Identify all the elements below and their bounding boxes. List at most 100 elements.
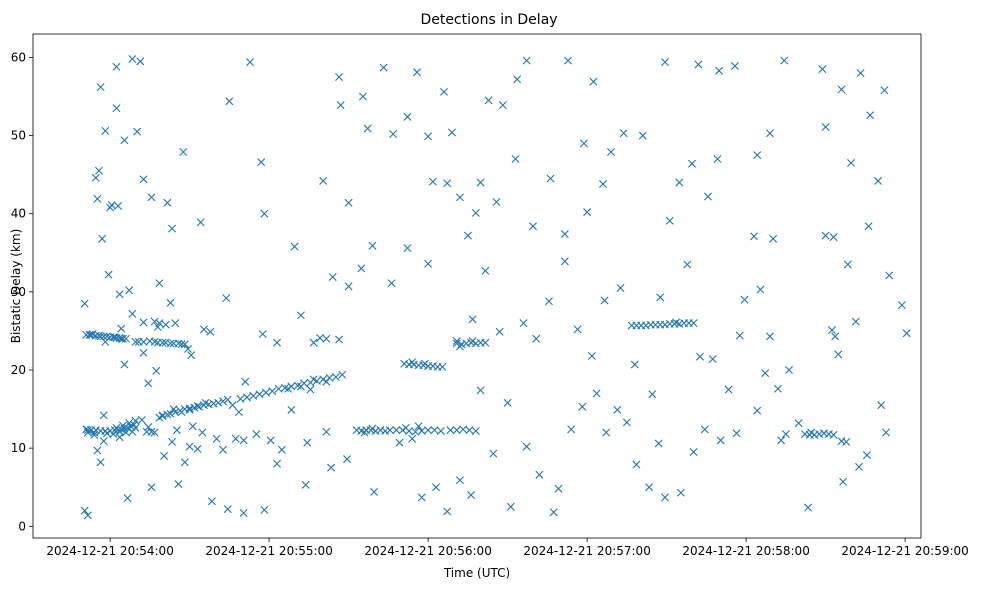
data-point <box>847 158 856 167</box>
data-point <box>447 128 456 137</box>
data-point <box>683 260 692 269</box>
data-point <box>661 58 670 67</box>
data-point <box>408 434 417 443</box>
data-point <box>293 381 302 390</box>
data-point <box>564 56 573 65</box>
data-point <box>266 436 275 445</box>
data-point <box>102 429 111 438</box>
data-point <box>689 319 698 328</box>
data-point <box>343 455 352 464</box>
data-point <box>172 426 181 435</box>
data-point <box>171 319 180 328</box>
data-point <box>676 488 685 497</box>
data-point <box>495 327 504 336</box>
data-point <box>773 384 782 393</box>
data-point <box>118 334 127 343</box>
data-point <box>260 505 269 514</box>
data-point <box>128 309 137 318</box>
data-point <box>807 428 816 437</box>
data-point <box>125 419 134 428</box>
data-point <box>417 493 426 502</box>
data-point <box>459 425 468 434</box>
data-point <box>546 174 555 183</box>
data-point <box>715 66 724 75</box>
data-point <box>258 330 267 339</box>
data-point <box>638 131 647 140</box>
data-point <box>309 375 318 384</box>
data-point <box>408 358 417 367</box>
y-tick-label: 0 <box>18 519 26 533</box>
data-point <box>335 72 344 81</box>
data-point <box>567 425 576 434</box>
data-point <box>522 56 531 65</box>
data-point <box>98 234 107 243</box>
data-point <box>877 401 886 410</box>
data-point <box>187 351 196 360</box>
plot-frame <box>32 33 922 539</box>
data-point <box>368 424 377 433</box>
data-point <box>379 63 388 72</box>
data-point <box>430 426 439 435</box>
data-point <box>756 285 765 294</box>
data-point <box>511 155 520 164</box>
data-point <box>630 360 639 369</box>
data-point <box>463 231 472 240</box>
x-axis-ticks: 2024-12-21 20:54:00 2024-12-21 20:55:00 20… <box>46 538 969 558</box>
data-point <box>234 408 243 417</box>
data-point <box>88 330 97 339</box>
data-point <box>583 208 592 217</box>
data-point <box>592 389 601 398</box>
data-point <box>436 426 445 435</box>
data-point <box>829 233 838 242</box>
data-point <box>831 332 840 341</box>
data-point <box>83 426 92 435</box>
data-point <box>322 377 331 386</box>
data-point <box>432 483 441 492</box>
data-point <box>99 332 108 341</box>
data-point <box>519 319 528 328</box>
y-tick-label: 20 <box>11 363 26 377</box>
data-point <box>123 494 132 503</box>
data-point <box>166 298 175 307</box>
data-point <box>101 337 110 346</box>
data-point <box>506 502 515 511</box>
data-point <box>503 398 512 407</box>
data-point <box>112 62 121 71</box>
data-point <box>573 325 582 334</box>
data-point <box>821 122 830 131</box>
data-point <box>136 57 145 66</box>
y-tick-label: 10 <box>11 441 26 455</box>
data-point <box>424 426 433 435</box>
data-point <box>120 360 129 369</box>
data-point <box>290 242 299 251</box>
data-point <box>368 241 377 250</box>
data-point <box>724 385 733 394</box>
data-point <box>389 130 398 139</box>
data-point <box>90 428 99 437</box>
data-point <box>193 444 202 453</box>
data-point <box>471 208 480 217</box>
data-point <box>139 337 148 346</box>
data-point <box>255 390 264 399</box>
data-point <box>225 97 234 106</box>
x-tick-label: 2024-12-21 20:54:00 <box>46 544 173 558</box>
data-point <box>296 382 305 391</box>
data-point <box>694 60 703 69</box>
data-point <box>532 334 541 343</box>
data-point <box>184 344 193 353</box>
data-point <box>829 430 838 439</box>
x-tick-label: 2024-12-21 20:56:00 <box>364 544 491 558</box>
data-point <box>246 58 255 67</box>
data-point <box>837 85 846 94</box>
data-point <box>222 294 231 303</box>
data-point <box>158 338 167 347</box>
data-point <box>424 259 433 268</box>
data-point <box>522 442 531 451</box>
data-point <box>498 101 507 110</box>
data-point <box>137 416 146 424</box>
data-point <box>122 428 131 437</box>
data-point <box>785 366 794 374</box>
data-point <box>587 351 596 360</box>
